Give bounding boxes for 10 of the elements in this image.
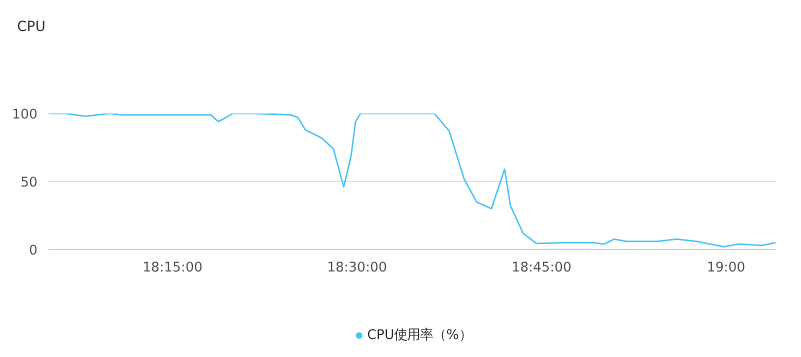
chart-title: CPU [17,18,46,37]
line-series [48,114,776,248]
x-tick-label: 19:00 [706,260,746,276]
y-tick-label: 0 [29,244,38,258]
y-tick-label: 100 [12,108,38,122]
x-tick-label: 18:45:00 [512,260,572,276]
x-tick-label: 18:15:00 [142,260,202,276]
y-tick-label: 50 [20,176,38,190]
legend-label: CPU使用率（%） [367,326,472,344]
x-tick-label: 18:30:00 [327,260,387,276]
